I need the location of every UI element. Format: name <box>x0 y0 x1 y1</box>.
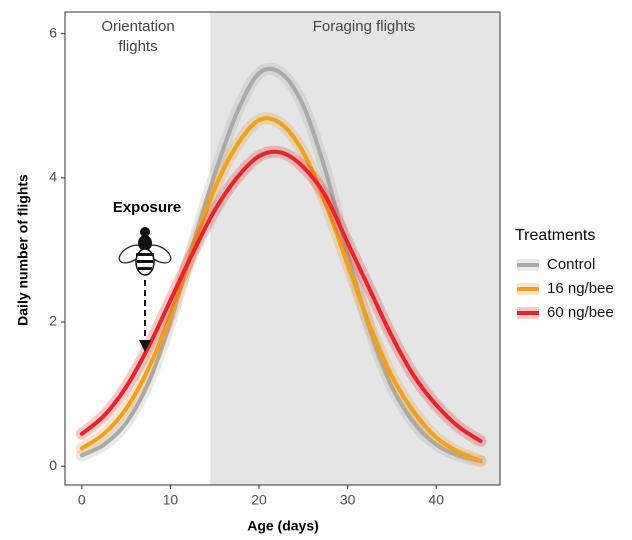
legend-label: 60 ng/bee <box>547 304 614 321</box>
y-axis-title: Daily number of flights <box>15 174 31 326</box>
y-tick-label: 4 <box>49 169 57 185</box>
series-line <box>79 116 483 463</box>
x-tick-label: 30 <box>340 492 356 508</box>
x-tick-label: 10 <box>163 492 179 508</box>
legend-label: Control <box>547 256 595 273</box>
annotation: Exposure <box>113 199 181 216</box>
annotation: Orientation <box>101 18 174 35</box>
panel-border <box>64 11 501 486</box>
legend-label: 16 ng/bee <box>547 280 614 297</box>
y-tick-label: 2 <box>49 313 57 329</box>
bee-icon <box>118 227 172 276</box>
y-tick-label: 6 <box>49 24 57 40</box>
legend-title: Treatments <box>515 227 595 244</box>
annotation: flights <box>118 38 157 55</box>
annotation: Foraging flights <box>313 18 416 35</box>
x-tick-label: 20 <box>251 492 267 508</box>
x-tick-label: 40 <box>428 492 444 508</box>
shaded-region <box>210 12 500 485</box>
plot-area <box>75 12 500 485</box>
x-tick-label: 0 <box>78 492 86 508</box>
series-line <box>79 149 483 444</box>
exposure-arrowhead <box>139 340 151 352</box>
y-tick-label: 0 <box>49 457 57 473</box>
series-line <box>79 66 483 464</box>
x-axis-title: Age (days) <box>247 518 319 534</box>
